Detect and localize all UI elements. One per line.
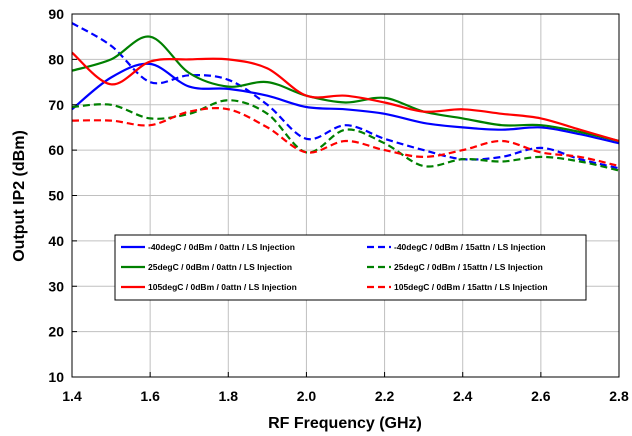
y-tick-label: 30 [48,278,64,294]
y-tick-label: 80 [48,51,64,67]
x-tick-label: 1.8 [219,388,239,404]
legend-label-1: -40degC / 0dBm / 0attn / LS Injection [148,242,295,252]
y-tick-label: 40 [48,233,64,249]
x-tick-label: 2.6 [531,388,551,404]
y-tick-label: 10 [48,369,64,385]
axis-ticks [71,13,620,378]
series-line-3 [71,35,620,143]
series-line-6 [71,107,620,168]
legend-label-5: 105degC / 0dBm / 0attn / LS Injection [148,282,297,292]
x-axis-title: RF Frequency (GHz) [268,415,422,432]
x-tick-labels: 1.4 1.6 1.8 2.0 2.2 2.4 2.6 2.8 [62,388,629,404]
x-tick-label: 1.6 [140,388,160,404]
series-line-4 [71,99,620,172]
legend-box [114,234,587,301]
y-tick-label: 60 [48,142,64,158]
y-axis-title: Output IP2 (dBm) [11,130,28,262]
legend-label-2: -40degC / 0dBm / 15attn / LS Injection [394,242,546,252]
series-line-5 [71,51,620,143]
legend: -40degC / 0dBm / 0attn / LS Injection -40… [114,234,587,301]
x-tick-label: 2.4 [453,388,473,404]
y-tick-label: 20 [48,324,64,340]
x-tick-label: 2.8 [609,388,629,404]
legend-label-6: 105degC / 0dBm / 15attn / LS Injection [394,282,548,292]
y-tick-label: 70 [48,97,64,113]
x-tick-label: 2.0 [297,388,317,404]
series-lines [71,22,620,172]
legend-label-4: 25degC / 0dBm / 15attn / LS Injection [394,262,543,272]
x-tick-label: 1.4 [62,388,82,404]
series-line-1 [71,62,620,145]
x-tick-label: 2.2 [375,388,395,404]
legend-label-3: 25degC / 0dBm / 0attn / LS Injection [148,262,292,272]
y-tick-label: 50 [48,188,64,204]
y-tick-label: 90 [48,6,64,22]
y-tick-labels: 10 20 30 40 50 60 70 80 90 [48,6,64,385]
